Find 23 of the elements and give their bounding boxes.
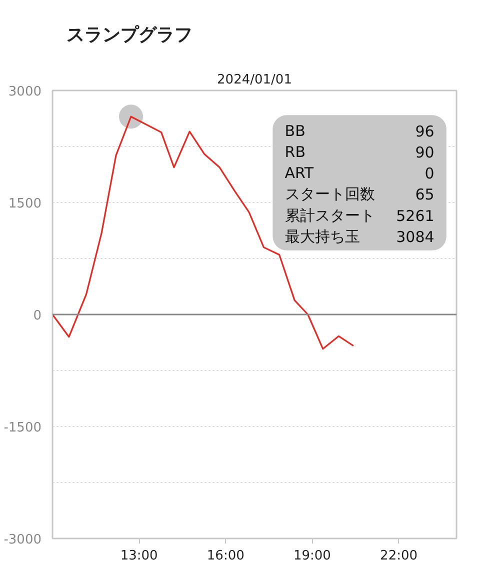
x-tick-label: 16:00 — [206, 548, 244, 564]
y-tick-label: -1500 — [4, 420, 42, 436]
annotation: ART — [284, 164, 314, 182]
y-tick-label: 1500 — [8, 196, 42, 212]
annotation: 96 — [415, 122, 434, 141]
annotation: 0 — [424, 164, 434, 183]
y-tick-label: -3000 — [4, 532, 42, 548]
annotation: RB — [284, 143, 306, 162]
x-tick-label: 19:00 — [293, 548, 331, 564]
annotation: 3084 — [396, 228, 434, 246]
annotation: 5261 — [396, 206, 434, 225]
annotation: 90 — [415, 144, 434, 162]
y-tick-label: 3000 — [8, 84, 42, 100]
annotation: 累計スタート — [284, 206, 375, 224]
x-tick-label: 22:00 — [380, 548, 418, 564]
chart-subtitle: 2024/01/01 — [217, 72, 292, 88]
annotation: 65 — [415, 186, 434, 204]
annotation: スタート回数 — [284, 185, 375, 204]
x-tick-label: 13:00 — [120, 548, 158, 564]
annotation: BB — [284, 122, 306, 140]
chart-title: スランプグラフ — [66, 24, 192, 46]
annotation: 最大持ち玉 — [284, 227, 360, 246]
y-tick-label: 0 — [33, 308, 42, 324]
